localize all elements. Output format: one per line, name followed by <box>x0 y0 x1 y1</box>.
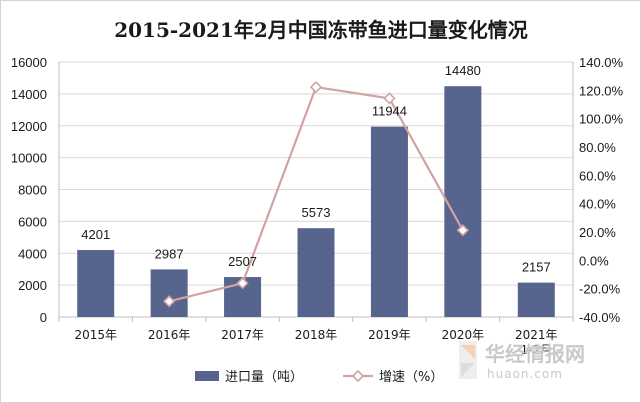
growth-marker-1 <box>163 295 176 308</box>
x-category-label: 2020年 <box>442 328 485 342</box>
watermark-logo-icon <box>459 341 477 379</box>
y-left-tick-label: 4000 <box>18 246 47 261</box>
growth-marker-4 <box>383 92 396 105</box>
bar-1 <box>150 269 188 317</box>
x-category-label: 2016年 <box>148 328 191 342</box>
y-right-tick-label: 140.0% <box>579 55 624 70</box>
bar-value-label: 11944 <box>372 104 407 119</box>
growth-marker-5 <box>456 224 469 237</box>
bar-6 <box>517 282 555 317</box>
growth-marker-2 <box>236 277 249 290</box>
watermark-logo-accent <box>461 345 475 359</box>
y-right-tick-label: -40.0% <box>579 310 621 325</box>
watermark-name: 华经情报网 <box>485 342 585 366</box>
bar-series <box>77 86 555 317</box>
y-right-tick-label: -20.0% <box>579 282 621 297</box>
growth-marker-3 <box>309 80 323 94</box>
bar-value-label: 2987 <box>155 246 184 261</box>
y-right-tick-label: 120.0% <box>579 83 624 98</box>
chart-title: 2015-2021年2月中国冻带鱼进口量变化情况 <box>114 18 528 42</box>
bar-4 <box>370 126 408 317</box>
y-right-tick-label: 20.0% <box>579 225 616 240</box>
x-category-label: 2015年 <box>74 328 117 342</box>
y-right-tick-label: 80.0% <box>579 140 616 155</box>
y-left-tick-label: 16000 <box>11 55 47 70</box>
gridlines <box>59 61 573 318</box>
bar-5 <box>444 86 482 317</box>
y-right-tick-label: 100.0% <box>579 112 624 127</box>
legend-bar-label: 进口量（吨） <box>225 370 303 385</box>
y-right-tick-label: 60.0% <box>579 168 616 183</box>
bar-value-label: 14480 <box>445 63 481 78</box>
watermark-logo-shade <box>461 363 475 377</box>
y-left-tick-label: 0 <box>40 310 47 325</box>
bar-value-label: 2507 <box>228 254 257 269</box>
bar-value-label: 2157 <box>522 260 551 275</box>
x-category-label: 2021年 1-2月 <box>515 328 558 357</box>
x-category-label: 2017年 <box>221 328 264 342</box>
legend-line-marker <box>351 369 365 383</box>
data-labels: 4201 2987 2507 5573 11944 14480 2157 <box>81 63 550 274</box>
y-right-tick-label: 40.0% <box>579 197 616 212</box>
y-left-tick-label: 6000 <box>18 214 47 229</box>
watermark-site: huaon.com <box>487 367 563 381</box>
legend: 进口量（吨） 增速（%） <box>195 369 443 385</box>
bar-value-label: 4201 <box>81 227 110 242</box>
legend-bar-swatch <box>195 371 219 381</box>
y-left-tick-label: 2000 <box>18 278 47 293</box>
x-category-label: 2018年 <box>295 328 338 342</box>
y-left-tick-label: 14000 <box>11 87 47 102</box>
legend-line-label: 增速（%） <box>379 370 443 385</box>
y-right-tick-label: 0.0% <box>579 253 609 268</box>
bar-3 <box>297 228 335 317</box>
bar-0 <box>77 250 115 317</box>
y-left-tick-label: 10000 <box>11 151 47 166</box>
y-left-tick-label: 8000 <box>18 183 47 198</box>
y-left-tick-label: 12000 <box>11 119 47 134</box>
axes: 0 2000 4000 6000 8000 10000 12000 14000 16000 -40… <box>11 55 624 357</box>
line-series <box>163 80 469 308</box>
bar-value-label: 5573 <box>302 205 331 220</box>
x-category-label: 2019年 <box>368 328 411 342</box>
